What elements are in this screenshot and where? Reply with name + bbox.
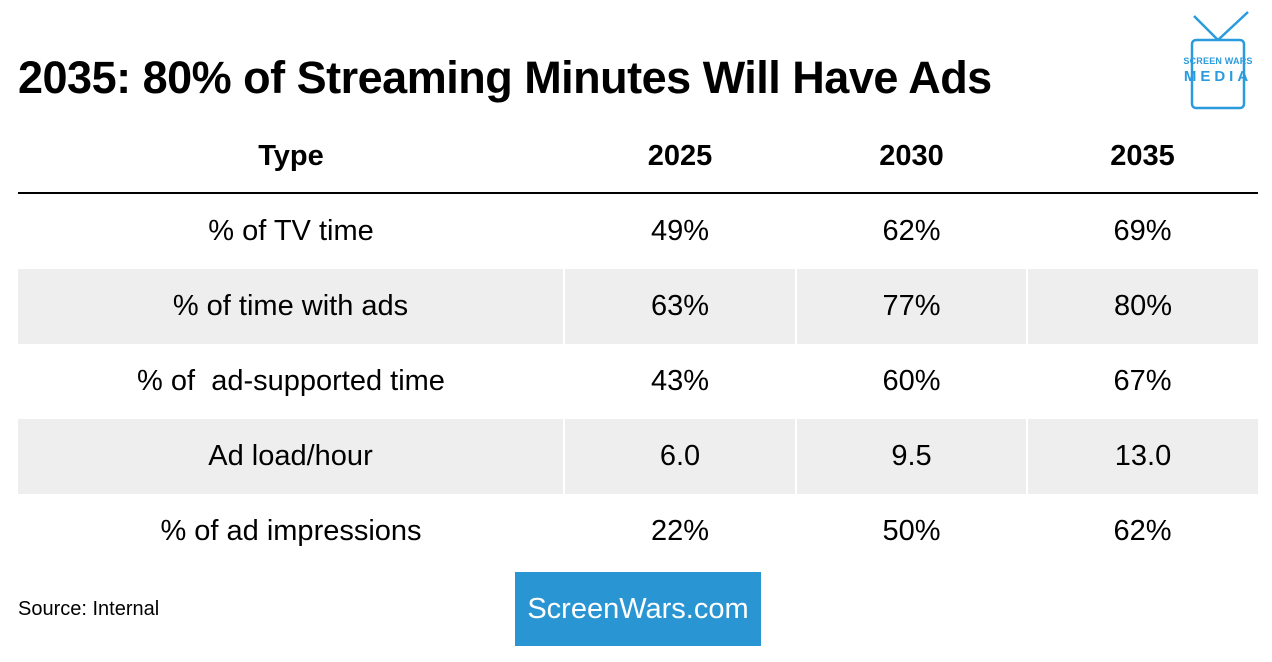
table-cell: 22% — [650, 515, 710, 547]
table-cell: 49% — [650, 215, 710, 247]
table-row: % of time with ads 63% 77% 80% — [18, 269, 1258, 344]
table-row: % of ad-supported time 43% 60% 67% — [18, 344, 1258, 419]
table-cell: 62% — [882, 215, 941, 247]
row-label: Ad load/hour — [18, 419, 564, 494]
table-cell: 62% — [1113, 515, 1172, 547]
table-cell: 80% — [1026, 269, 1258, 344]
screenwars-site-link[interactable]: ScreenWars.com — [515, 572, 761, 646]
column-header-2025: 2025 — [564, 120, 796, 194]
screen-wars-media-logo: SCREEN WARS MEDIA — [1178, 10, 1258, 110]
logo-text-screen-wars: SCREEN WARS — [1183, 56, 1253, 66]
logo-text-media: MEDIA — [1183, 68, 1253, 85]
data-table: Type 2025 2030 2035 % of TV time 49% 62%… — [18, 120, 1258, 569]
table-row: % of TV time 49% 62% 69% — [18, 193, 1258, 269]
page-title: 2035: 80% of Streaming Minutes Will Have… — [18, 52, 992, 103]
table-cell: 67% — [1113, 365, 1172, 397]
table-cell: 63% — [563, 269, 796, 344]
table-cell: 77% — [795, 269, 1027, 344]
table-cell: 13.0 — [1026, 419, 1258, 494]
table-cell: 6.0 — [563, 419, 796, 494]
row-label: % of TV time — [208, 215, 374, 247]
table-cell: 50% — [882, 515, 941, 547]
table-cell: 69% — [1113, 215, 1172, 247]
table-row: % of ad impressions 22% 50% 62% — [18, 494, 1258, 569]
source-note: Source: Internal — [18, 598, 160, 620]
column-header-type: Type — [18, 120, 564, 194]
table-cell: 60% — [882, 365, 941, 397]
table-header-row: Type 2025 2030 2035 — [18, 120, 1258, 194]
row-label: % of ad-supported time — [137, 365, 445, 397]
table-row: Ad load/hour 6.0 9.5 13.0 — [18, 419, 1258, 494]
column-header-2035: 2035 — [1027, 120, 1258, 194]
column-header-2030: 2030 — [796, 120, 1027, 194]
tv-icon — [1190, 11, 1249, 110]
table-cell: 43% — [650, 365, 710, 397]
row-label: % of time with ads — [18, 269, 564, 344]
row-label: % of ad impressions — [160, 515, 422, 547]
table-cell: 9.5 — [795, 419, 1027, 494]
